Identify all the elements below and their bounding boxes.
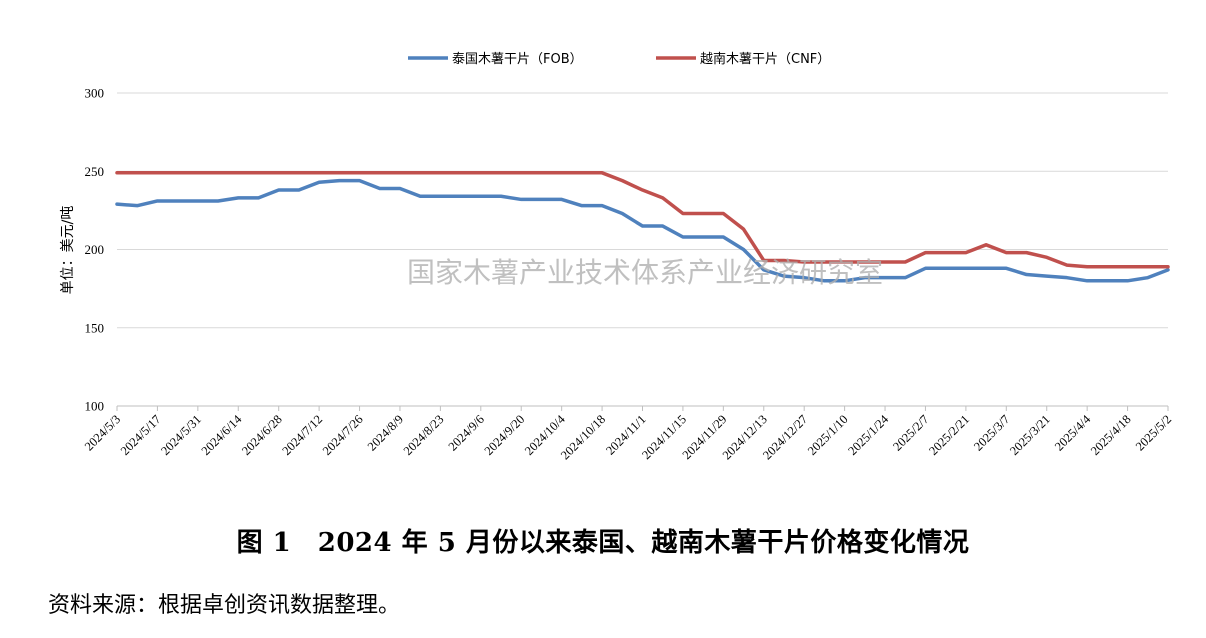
legend-label: 泰国木薯干片（FOB）	[452, 52, 583, 67]
x-tick-label: 2024/6/14	[199, 412, 245, 458]
x-tick-label: 2025/5/2	[1133, 412, 1174, 453]
series-line-thailand	[115, 178, 1170, 283]
x-tick-label: 2025/3/21	[1007, 412, 1053, 458]
series-line-vietnam	[115, 171, 1170, 269]
watermark-text: 国家木薯产业技术体系产业经济研究室	[407, 256, 883, 289]
x-tick-label: 2025/4/18	[1088, 412, 1134, 458]
x-tick-label: 2024/7/12	[279, 412, 325, 458]
x-tick-label: 2024/8/9	[365, 412, 406, 453]
y-axis-label: 单位：美元/吨	[60, 206, 76, 295]
x-tick-label: 2024/9/6	[446, 412, 487, 453]
x-tick-label: 2024/7/26	[320, 412, 366, 458]
x-tick-label: 2024/5/17	[118, 412, 164, 458]
legend-label: 越南木薯干片（CNF）	[700, 51, 830, 67]
x-tick-label: 2024/6/28	[239, 412, 285, 458]
y-tick-label: 200	[85, 242, 105, 257]
x-tick-label: 2024/5/3	[82, 412, 123, 453]
series-lines	[115, 171, 1170, 283]
x-tick-label: 2025/1/10	[805, 412, 851, 458]
axes	[116, 405, 1169, 411]
x-tick-label: 2025/2/7	[890, 412, 931, 453]
x-tick-label: 2025/2/21	[926, 412, 972, 458]
x-tick-label: 2024/8/23	[401, 412, 447, 458]
legend: 泰国木薯干片（FOB） 越南木薯干片（CNF）	[408, 51, 830, 67]
y-tick-labels: 100 150 200 250 300	[85, 86, 105, 414]
x-tick-label: 2025/3/7	[971, 412, 1012, 453]
source-note: 资料来源：根据卓创资讯数据整理。	[48, 593, 401, 618]
x-tick-label: 2024/12/27	[760, 412, 810, 462]
x-tick-label: 2024/5/31	[158, 412, 204, 458]
figure-caption: 图 1 2024 年 5 月份以来泰国、越南木薯干片价格变化情况	[236, 528, 970, 558]
x-tick-labels: 2024/5/32024/5/172024/5/312024/6/142024/…	[82, 412, 1174, 463]
y-tick-label: 100	[85, 399, 105, 414]
x-tick-label: 2024/9/20	[482, 412, 528, 458]
x-tick-label: 2025/1/24	[845, 412, 891, 458]
grid-lines	[117, 92, 1168, 329]
line-chart: 100 150 200 250 300 2024/5/32024/5/172024/5/…	[60, 51, 1174, 463]
y-tick-label: 150	[85, 320, 105, 335]
y-tick-label: 250	[85, 164, 105, 179]
y-tick-label: 300	[85, 86, 105, 101]
x-tick-label: 2024/10/18	[558, 412, 608, 462]
